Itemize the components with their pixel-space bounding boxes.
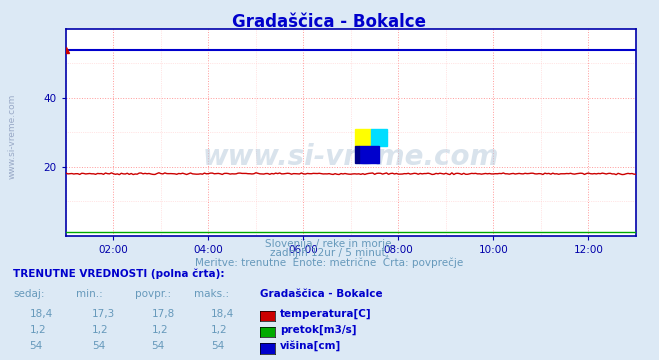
Text: 54: 54: [152, 341, 165, 351]
Text: 17,8: 17,8: [152, 309, 175, 319]
Text: 18,4: 18,4: [211, 309, 234, 319]
Text: zadnjih 12ur / 5 minut.: zadnjih 12ur / 5 minut.: [270, 248, 389, 258]
Text: temperatura[C]: temperatura[C]: [280, 309, 372, 319]
Text: www.si-vreme.com: www.si-vreme.com: [8, 94, 17, 180]
Text: TRENUTNE VREDNOSTI (polna črta):: TRENUTNE VREDNOSTI (polna črta):: [13, 269, 225, 279]
Text: Meritve: trenutne  Enote: metrične  Črta: povprečje: Meritve: trenutne Enote: metrične Črta: …: [195, 256, 464, 268]
Text: Gradaščica - Bokalce: Gradaščica - Bokalce: [260, 289, 383, 299]
Text: maks.:: maks.:: [194, 289, 229, 299]
Bar: [371, 129, 387, 146]
Text: 18,4: 18,4: [30, 309, 53, 319]
Text: 54: 54: [211, 341, 224, 351]
Text: 1,2: 1,2: [211, 325, 227, 335]
Text: povpr.:: povpr.:: [135, 289, 171, 299]
Text: 1,2: 1,2: [30, 325, 46, 335]
Text: Slovenija / reke in morje.: Slovenija / reke in morje.: [264, 239, 395, 249]
Text: 1,2: 1,2: [152, 325, 168, 335]
Text: sedaj:: sedaj:: [13, 289, 45, 299]
Text: www.si-vreme.com: www.si-vreme.com: [203, 143, 499, 171]
Bar: [355, 129, 371, 146]
Text: pretok[m3/s]: pretok[m3/s]: [280, 325, 357, 335]
Text: Gradaščica - Bokalce: Gradaščica - Bokalce: [233, 13, 426, 31]
Text: 17,3: 17,3: [92, 309, 115, 319]
Bar: [359, 146, 379, 163]
Text: min.:: min.:: [76, 289, 103, 299]
Text: višina[cm]: višina[cm]: [280, 341, 341, 351]
Text: 1,2: 1,2: [92, 325, 109, 335]
Text: 54: 54: [30, 341, 43, 351]
Bar: [355, 146, 359, 163]
Text: 54: 54: [92, 341, 105, 351]
